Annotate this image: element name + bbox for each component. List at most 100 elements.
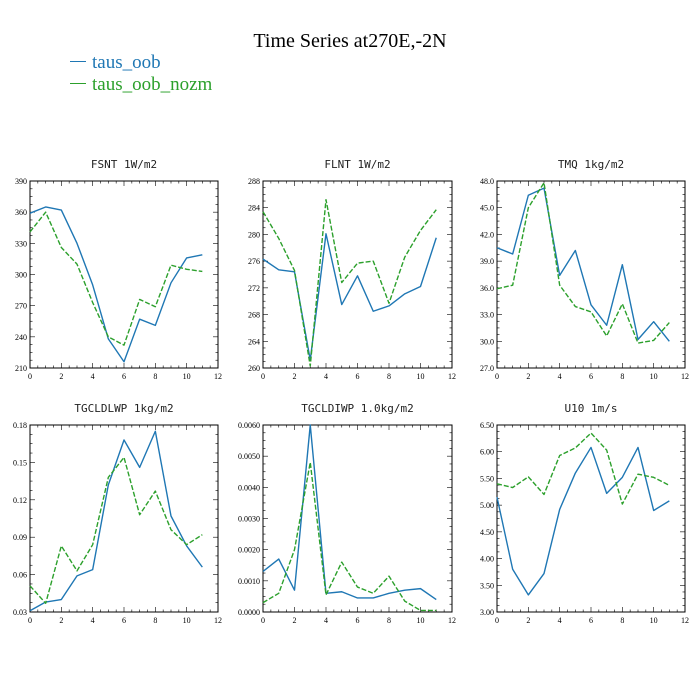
panel-title: TGCLDLWP 1kg/m2 bbox=[74, 402, 173, 415]
series-line-taus-oob-nozm bbox=[29, 211, 203, 346]
series-line-taus-oob bbox=[29, 206, 203, 363]
y-tick-label: 5.00 bbox=[480, 501, 494, 510]
x-tick-label: 10 bbox=[417, 616, 425, 625]
chart-panel: FLNT 1W/m2 0 2 4 6 8 10 12 260 264 268 272 276 280 284… bbox=[248, 158, 456, 381]
x-tick-label: 4 bbox=[558, 616, 562, 625]
x-tick-label: 12 bbox=[214, 616, 222, 625]
y-tick-label: 270 bbox=[15, 302, 27, 311]
y-tick-label: 42.0 bbox=[480, 230, 494, 239]
x-tick-label: 4 bbox=[91, 372, 95, 381]
x-tick-label: 12 bbox=[681, 616, 689, 625]
x-tick-label: 12 bbox=[681, 372, 689, 381]
x-tick-label: 10 bbox=[417, 372, 425, 381]
y-tick-label: 0.18 bbox=[13, 421, 27, 430]
series-line-taus-oob-nozm bbox=[262, 198, 437, 367]
x-tick-label: 4 bbox=[324, 372, 328, 381]
x-tick-label: 12 bbox=[214, 372, 222, 381]
x-tick-label: 4 bbox=[91, 616, 95, 625]
x-tick-label: 8 bbox=[387, 616, 391, 625]
x-tick-label: 10 bbox=[650, 616, 658, 625]
x-tick-label: 2 bbox=[59, 372, 63, 381]
x-tick-label: 6 bbox=[356, 372, 360, 381]
x-tick-label: 12 bbox=[448, 616, 456, 625]
chart-panel: U10 1m/s 0 2 4 6 8 10 12 3.00 3.50 4.00 4.50 5.00 5.5… bbox=[480, 402, 689, 625]
x-tick-label: 6 bbox=[122, 616, 126, 625]
legend-entry-taus-oob-nozm: taus_oob_nozm bbox=[70, 74, 212, 96]
chart-panel: FSNT 1W/m2 0 2 4 6 8 10 12 210 240 270 300 330 360 390 bbox=[15, 158, 222, 381]
x-tick-label: 8 bbox=[620, 616, 624, 625]
y-tick-label: 0.0000 bbox=[238, 608, 260, 617]
y-tick-label: 0.0060 bbox=[238, 421, 260, 430]
x-tick-label: 8 bbox=[620, 372, 624, 381]
legend-entry-taus-oob: taus_oob bbox=[70, 52, 161, 74]
y-tick-label: 39.0 bbox=[480, 257, 494, 266]
x-tick-label: 0 bbox=[28, 372, 32, 381]
series-line-taus-oob bbox=[496, 446, 670, 596]
x-tick-label: 10 bbox=[183, 616, 191, 625]
y-tick-label: 276 bbox=[248, 257, 260, 266]
y-tick-label: 288 bbox=[248, 177, 260, 186]
y-tick-label: 45.0 bbox=[480, 204, 494, 213]
x-tick-label: 8 bbox=[387, 372, 391, 381]
x-tick-label: 0 bbox=[261, 372, 265, 381]
y-tick-label: 0.0010 bbox=[238, 577, 260, 586]
plot-frame bbox=[496, 424, 686, 613]
y-tick-label: 0.0040 bbox=[238, 483, 260, 492]
y-tick-label: 36.0 bbox=[480, 284, 494, 293]
x-tick-label: 2 bbox=[526, 616, 530, 625]
y-tick-label: 0.12 bbox=[13, 496, 27, 505]
y-tick-label: 3.00 bbox=[480, 608, 494, 617]
series-line-taus-oob-nozm bbox=[262, 461, 437, 612]
panel-title: FLNT 1W/m2 bbox=[324, 158, 390, 171]
x-tick-label: 12 bbox=[448, 372, 456, 381]
panel-title: U10 1m/s bbox=[565, 402, 618, 415]
x-tick-label: 6 bbox=[122, 372, 126, 381]
y-tick-label: 210 bbox=[15, 364, 27, 373]
panel-title: TMQ 1kg/m2 bbox=[558, 158, 624, 171]
x-tick-label: 4 bbox=[558, 372, 562, 381]
y-tick-label: 390 bbox=[15, 177, 27, 186]
y-tick-label: 284 bbox=[248, 204, 260, 213]
x-tick-label: 8 bbox=[153, 372, 157, 381]
x-tick-label: 2 bbox=[293, 372, 297, 381]
y-tick-label: 0.15 bbox=[13, 458, 27, 467]
y-tick-label: 0.0030 bbox=[238, 515, 260, 524]
series-line-taus-oob bbox=[262, 424, 437, 601]
y-tick-label: 30.0 bbox=[480, 337, 494, 346]
series-line-taus-oob-nozm bbox=[496, 432, 670, 505]
x-tick-label: 6 bbox=[589, 616, 593, 625]
x-tick-label: 4 bbox=[324, 616, 328, 625]
x-tick-label: 8 bbox=[153, 616, 157, 625]
y-tick-label: 240 bbox=[15, 333, 27, 342]
x-tick-label: 10 bbox=[183, 372, 191, 381]
y-tick-label: 27.0 bbox=[480, 364, 494, 373]
y-tick-label: 260 bbox=[248, 364, 260, 373]
series-line-taus-oob bbox=[496, 187, 670, 342]
x-tick-label: 10 bbox=[650, 372, 658, 381]
plot-frame bbox=[29, 424, 219, 613]
y-tick-label: 48.0 bbox=[480, 177, 494, 186]
x-tick-label: 0 bbox=[261, 616, 265, 625]
x-tick-label: 2 bbox=[526, 372, 530, 381]
x-tick-label: 2 bbox=[59, 616, 63, 625]
y-tick-label: 272 bbox=[248, 284, 260, 293]
series-line-taus-oob-nozm bbox=[496, 182, 670, 344]
y-tick-label: 360 bbox=[15, 208, 27, 217]
y-tick-label: 4.50 bbox=[480, 528, 494, 537]
legend-line-solid-icon bbox=[70, 61, 86, 63]
x-tick-label: 2 bbox=[293, 616, 297, 625]
x-tick-label: 6 bbox=[589, 372, 593, 381]
y-tick-label: 0.0050 bbox=[238, 452, 260, 461]
series-line-taus-oob bbox=[262, 233, 437, 361]
y-tick-label: 330 bbox=[15, 239, 27, 248]
legend-label: taus_oob bbox=[92, 52, 161, 73]
y-tick-label: 5.50 bbox=[480, 474, 494, 483]
series-line-taus-oob-nozm bbox=[29, 456, 203, 604]
y-tick-label: 268 bbox=[248, 311, 260, 320]
legend-line-dashed-icon bbox=[70, 83, 86, 85]
x-tick-label: 0 bbox=[495, 372, 499, 381]
x-tick-label: 0 bbox=[28, 616, 32, 625]
y-tick-label: 300 bbox=[15, 271, 27, 280]
y-tick-label: 3.50 bbox=[480, 581, 494, 590]
